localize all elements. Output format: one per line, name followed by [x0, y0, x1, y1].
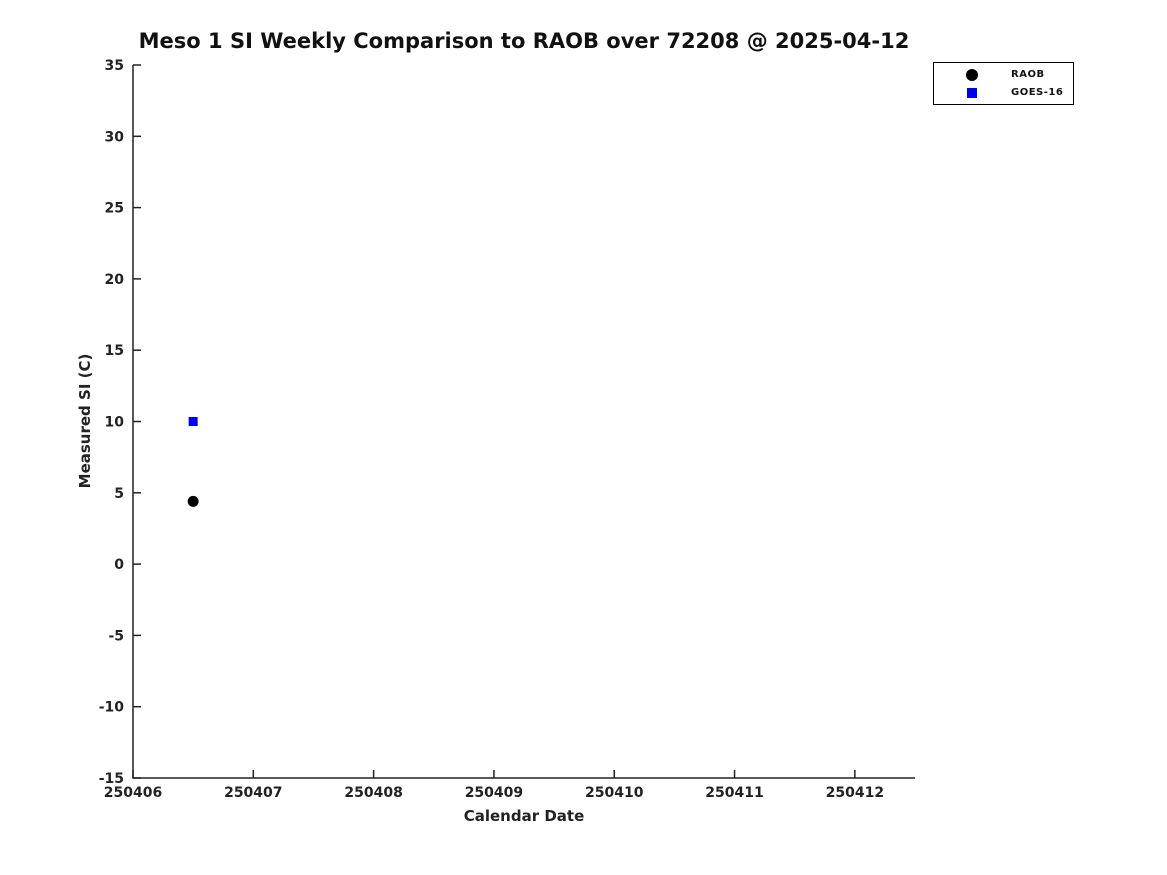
- legend-label-raob: RAOB: [1011, 69, 1045, 80]
- x-tick-label: 250408: [344, 785, 402, 801]
- y-tick-label: 35: [105, 58, 124, 74]
- raob-circle-icon: [966, 68, 978, 81]
- x-tick-label: 250411: [705, 785, 763, 801]
- goes16-square-icon: [967, 87, 977, 98]
- x-tick-label: 250409: [465, 785, 523, 801]
- y-tick-label: -5: [108, 628, 124, 644]
- y-tick-label: 0: [114, 557, 124, 573]
- legend-marker-cell: [965, 68, 979, 81]
- x-axis-title: Calendar Date: [464, 807, 585, 825]
- legend: RAOB GOES-16: [933, 62, 1074, 105]
- legend-marker-cell: [965, 87, 979, 98]
- x-tick-label: 250410: [585, 785, 644, 801]
- y-tick-label: 15: [105, 343, 124, 359]
- y-tick-label: 25: [105, 201, 124, 217]
- legend-item-raob: RAOB: [934, 66, 1073, 84]
- y-tick-label: 5: [114, 486, 124, 502]
- x-tick-label: 250407: [224, 785, 282, 801]
- x-tick-label: 250406: [104, 785, 162, 801]
- legend-label-goes16: GOES-16: [1011, 87, 1064, 98]
- chart-title: Meso 1 SI Weekly Comparison to RAOB over…: [138, 29, 910, 53]
- x-tick-label: 250412: [826, 785, 884, 801]
- data-point-raob: [187, 495, 199, 507]
- data-point-goes-16: [188, 417, 198, 426]
- y-axis-title: Measured SI (C): [76, 354, 94, 489]
- y-tick-label: -15: [99, 771, 124, 787]
- legend-item-goes16: GOES-16: [934, 84, 1073, 102]
- y-tick-label: 10: [105, 415, 125, 431]
- y-tick-label: -10: [99, 700, 125, 716]
- y-tick-label: 20: [105, 272, 125, 288]
- y-tick-label: 30: [105, 129, 125, 145]
